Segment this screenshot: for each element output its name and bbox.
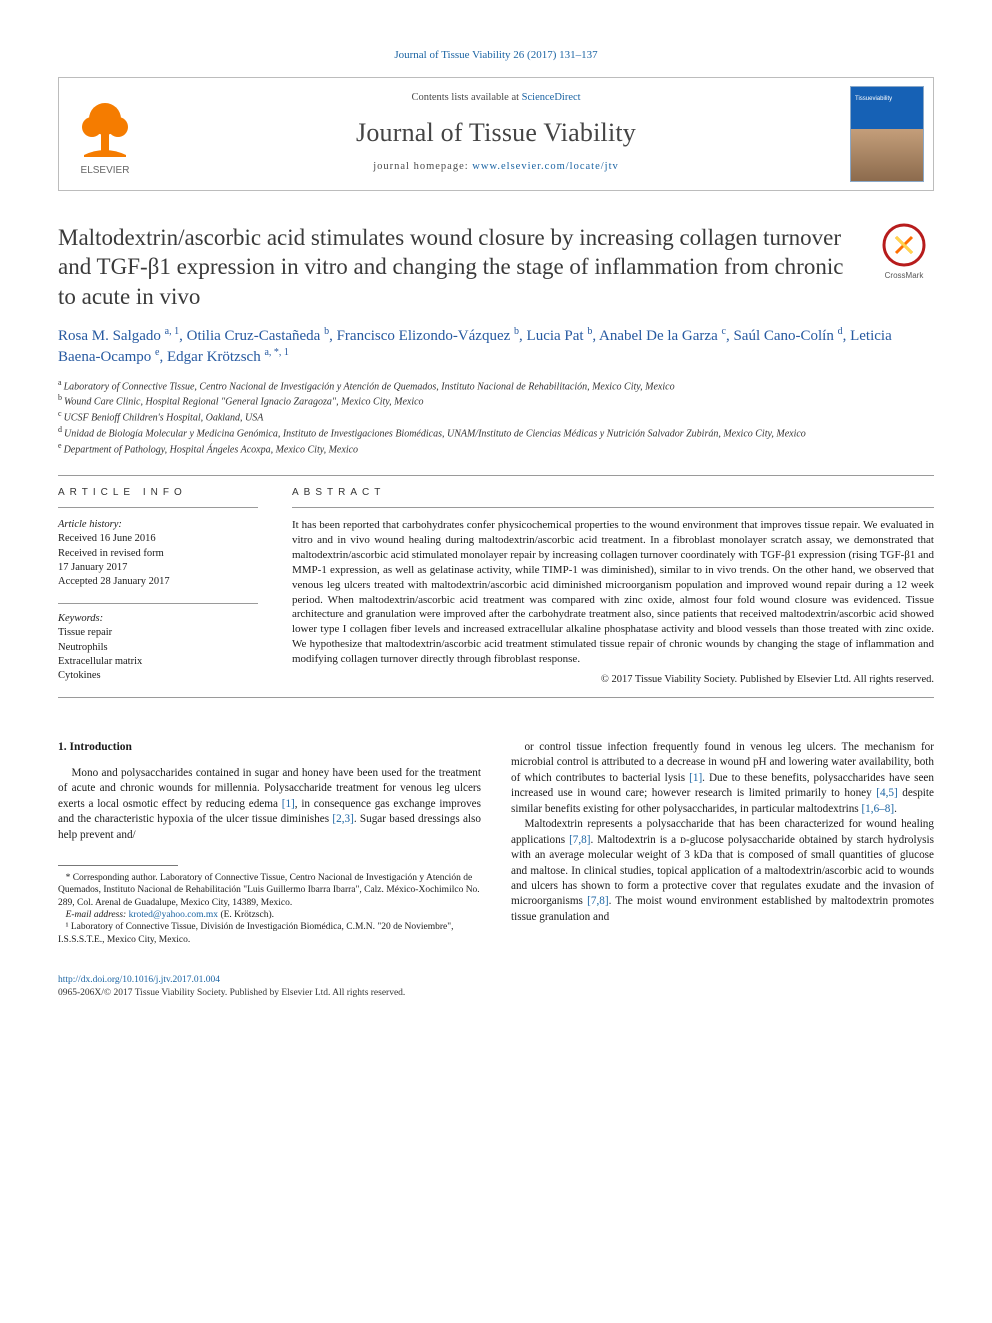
page: Journal of Tissue Viability 26 (2017) 13… <box>0 0 992 1030</box>
body-paragraph: or control tissue infection frequently f… <box>511 740 934 817</box>
article-info-heading: ARTICLE INFO <box>58 476 258 509</box>
running-head-pages: 131–137 <box>559 49 598 61</box>
history-label: Article history: <box>58 518 258 532</box>
journal-homepage: journal homepage: www.elsevier.com/locat… <box>159 160 833 174</box>
author: Lucia Pat b <box>527 328 593 344</box>
elsevier-logo-icon: ELSEVIER <box>70 91 140 177</box>
contents-available: Contents lists available at ScienceDirec… <box>159 91 833 105</box>
cover-thumb-title: Tissueviability <box>855 95 919 103</box>
author: Anabel De la Garza c <box>599 328 726 344</box>
author-affil-sup: b <box>587 326 592 337</box>
running-head-journal: Journal of Tissue Viability <box>394 49 510 61</box>
running-head-link[interactable]: Journal of Tissue Viability 26 (2017) 13… <box>394 49 597 61</box>
publisher-logo-block: ELSEVIER <box>59 78 151 190</box>
body-column-left: 1. Introduction Mono and polysaccharides… <box>58 740 481 946</box>
author-affil-sup: e <box>155 347 159 358</box>
abstract-text: It has been reported that carbohydrates … <box>292 518 934 666</box>
author: Saúl Cano-Colín d <box>733 328 842 344</box>
citation-link[interactable]: [7,8] <box>587 895 608 907</box>
crossmark-badge[interactable]: CrossMark <box>874 223 934 282</box>
banner-center: Contents lists available at ScienceDirec… <box>151 78 841 190</box>
affiliation: bWound Care Clinic, Hospital Regional "G… <box>58 393 934 409</box>
history-item: Received 16 June 2016 <box>58 532 258 546</box>
author-affil-sup: b <box>514 326 519 337</box>
citation-link[interactable]: [1] <box>689 772 702 784</box>
homepage-prefix: journal homepage: <box>373 161 472 172</box>
citation-link[interactable]: [7,8] <box>569 834 590 846</box>
affiliation-list: aLaboratory of Connective Tissue, Centro… <box>58 378 934 457</box>
email-person: (E. Krötzsch). <box>220 910 274 920</box>
email-address[interactable]: kroted@yahoo.com.mx <box>129 910 218 920</box>
affiliation: eDepartment of Pathology, Hospital Ángel… <box>58 441 934 457</box>
author: Francisco Elizondo-Vázquez b <box>337 328 519 344</box>
running-head: Journal of Tissue Viability 26 (2017) 13… <box>58 48 934 63</box>
title-row: Maltodextrin/ascorbic acid stimulates wo… <box>58 223 934 311</box>
author-affil-sup: a, 1 <box>165 326 179 337</box>
history-item: Received in revised form <box>58 547 258 561</box>
history-list: Received 16 June 2016Received in revised… <box>58 532 258 589</box>
history-item: Accepted 28 January 2017 <box>58 575 258 589</box>
author: Rosa M. Salgado a, 1 <box>58 328 179 344</box>
sciencedirect-link[interactable]: ScienceDirect <box>522 92 581 103</box>
body-column-right: or control tissue infection frequently f… <box>511 740 934 946</box>
abstract-heading: ABSTRACT <box>292 476 934 509</box>
journal-banner: ELSEVIER Contents lists available at Sci… <box>58 77 934 191</box>
article-title: Maltodextrin/ascorbic acid stimulates wo… <box>58 223 854 311</box>
journal-cover-thumbnail: Tissueviability <box>850 86 924 182</box>
author-affil-sup: c <box>721 326 725 337</box>
doi-link[interactable]: http://dx.doi.org/10.1016/j.jtv.2017.01.… <box>58 975 220 985</box>
author-affil-sup: a, *, 1 <box>264 347 288 358</box>
footnote-block: * Corresponding author. Laboratory of Co… <box>58 872 481 946</box>
keyword: Cytokines <box>58 669 258 683</box>
contents-prefix: Contents lists available at <box>411 92 521 103</box>
keywords-list: Tissue repairNeutrophilsExtracellular ma… <box>58 626 258 683</box>
footer-copyright: 0965-206X/© 2017 Tissue Viability Societ… <box>58 987 934 1000</box>
author: Otilia Cruz-Castañeda b <box>187 328 329 344</box>
author-affil-sup: d <box>838 326 843 337</box>
body-columns: 1. Introduction Mono and polysaccharides… <box>58 740 934 946</box>
body-paragraph: Mono and polysaccharides contained in su… <box>58 766 481 843</box>
divider-bottom <box>58 697 934 698</box>
section-number: 1. <box>58 741 67 753</box>
footnote-1: ¹ Laboratory of Connective Tissue, Divis… <box>58 921 481 946</box>
author-list: Rosa M. Salgado a, 1, Otilia Cruz-Castañ… <box>58 325 934 368</box>
running-head-year: (2017) <box>527 49 556 61</box>
article-info-column: ARTICLE INFO Article history: Received 1… <box>58 476 258 687</box>
affiliation: aLaboratory of Connective Tissue, Centro… <box>58 378 934 394</box>
citation-link[interactable]: [1,6–8] <box>861 803 894 815</box>
corresponding-author-note: * Corresponding author. Laboratory of Co… <box>58 872 481 909</box>
history-item: 17 January 2017 <box>58 561 258 575</box>
homepage-url[interactable]: www.elsevier.com/locate/jtv <box>472 161 618 172</box>
citation-link[interactable]: [1] <box>282 798 295 810</box>
email-label: E-mail address: <box>66 910 127 920</box>
journal-name: Journal of Tissue Viability <box>159 115 833 150</box>
cover-thumb-photo <box>851 129 923 181</box>
info-abstract-row: ARTICLE INFO Article history: Received 1… <box>58 476 934 687</box>
running-head-vol: 26 <box>513 49 524 61</box>
cover-thumb-block: Tissueviability <box>841 78 933 190</box>
citation-link[interactable]: [2,3] <box>332 813 353 825</box>
keywords-label: Keywords: <box>58 603 258 626</box>
author: Edgar Krötzsch a, *, 1 <box>167 349 289 365</box>
email-line: E-mail address: kroted@yahoo.com.mx (E. … <box>58 909 481 921</box>
citation-link[interactable]: [4,5] <box>876 787 897 799</box>
keyword: Tissue repair <box>58 626 258 640</box>
section-heading: 1. Introduction <box>58 740 481 756</box>
crossmark-icon <box>882 223 926 267</box>
footnote-rule <box>58 865 178 866</box>
page-footer: http://dx.doi.org/10.1016/j.jtv.2017.01.… <box>58 974 934 1000</box>
section-title: Introduction <box>70 741 132 753</box>
abstract-column: ABSTRACT It has been reported that carbo… <box>292 476 934 687</box>
keyword: Extracellular matrix <box>58 655 258 669</box>
affiliation: dUnidad de Biología Molecular y Medicina… <box>58 425 934 441</box>
body-paragraph: Maltodextrin represents a polysaccharide… <box>511 817 934 925</box>
affiliation: cUCSF Benioff Children's Hospital, Oakla… <box>58 409 934 425</box>
author-affil-sup: b <box>324 326 329 337</box>
abstract-copyright: © 2017 Tissue Viability Society. Publish… <box>292 673 934 687</box>
keyword: Neutrophils <box>58 641 258 655</box>
crossmark-label: CrossMark <box>874 271 934 282</box>
publisher-word: ELSEVIER <box>81 165 130 176</box>
